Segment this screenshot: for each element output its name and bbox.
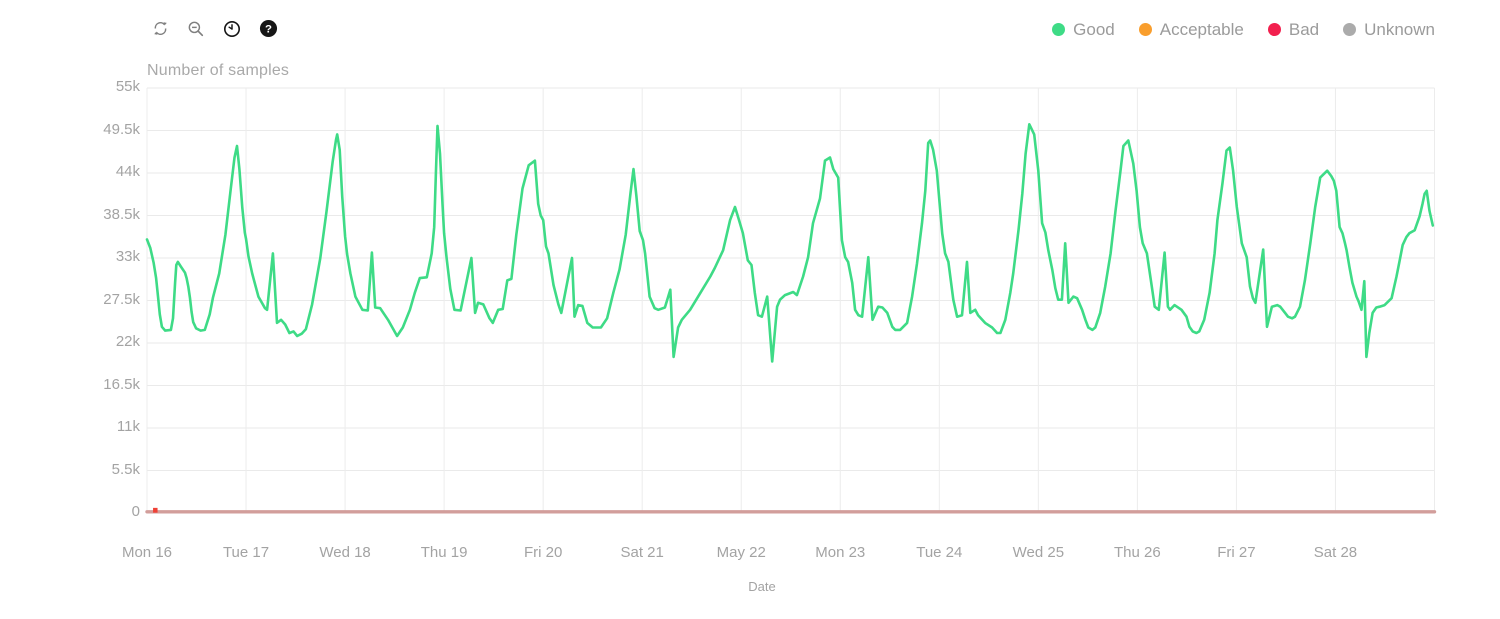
y-tick-label: 16.5k [103,375,140,393]
y-tick-label: 0 [131,503,140,520]
x-tick-label: Fri 20 [523,544,563,561]
x-tick-label: Mon 16 [121,544,173,561]
x-tick-label: May 22 [716,544,766,561]
x-tick-label: Tue 17 [222,544,270,561]
x-tick-label: Thu 26 [1114,544,1161,561]
refresh-button[interactable] [150,20,170,40]
y-axis-title: Number of samples [147,62,290,79]
x-axis-title: Date [748,579,776,594]
time-range-button[interactable] [222,20,242,40]
bad-dot-icon [1267,23,1281,36]
y-tick-label: 38.5k [103,205,140,223]
legend-item-good[interactable]: Good [1052,21,1115,38]
x-tick-label: Fri 27 [1217,544,1256,561]
y-tick-label: 49.5k [103,120,140,138]
y-tick-label: 27.5k [103,290,140,308]
help-icon-glyph: ? [265,23,272,35]
x-tick-label: Sat 21 [620,544,664,561]
good-dot-icon [1052,23,1066,36]
x-tick-label: Mon 23 [815,544,866,561]
zoom-out-button[interactable] [186,20,206,40]
y-tick-label: 11k [116,418,140,435]
x-tick-label: Sat 28 [1313,544,1358,561]
help-icon: ? [259,19,278,41]
x-tick-label: Thu 19 [420,544,468,561]
acceptable-dot-icon [1138,23,1152,36]
x-tick-label: Wed 18 [319,544,371,561]
legend-label: Bad [1288,20,1320,39]
legend-label: Acceptable [1159,20,1244,39]
y-tick-label: 22k [115,333,140,350]
legend-item-acceptable[interactable]: Acceptable [1138,20,1244,39]
legend: Good Acceptable Bad Unknown [1052,21,1435,38]
x-tick-label: Wed 25 [1012,544,1065,561]
y-tick-label: 44k [115,163,140,180]
series-line-good [145,123,1435,363]
x-tick-label: Tue 24 [916,544,963,561]
help-button[interactable]: ? [258,19,278,41]
y-tick-label: 55k [115,78,140,95]
legend-item-bad[interactable]: Bad [1267,20,1320,39]
clock-icon [223,20,241,41]
legend-label: Unknown [1364,20,1435,39]
legend-item-unknown[interactable]: Unknown [1343,21,1435,38]
bad-spike-marker [153,507,158,513]
chart-toolbar: ? [150,19,278,41]
y-tick-label: 5.5k [111,460,140,478]
refresh-icon [152,20,169,40]
unknown-dot-icon [1343,23,1357,36]
y-tick-label: 33k [115,248,140,265]
legend-label: Good [1073,20,1115,39]
zoom-out-icon [187,20,205,41]
